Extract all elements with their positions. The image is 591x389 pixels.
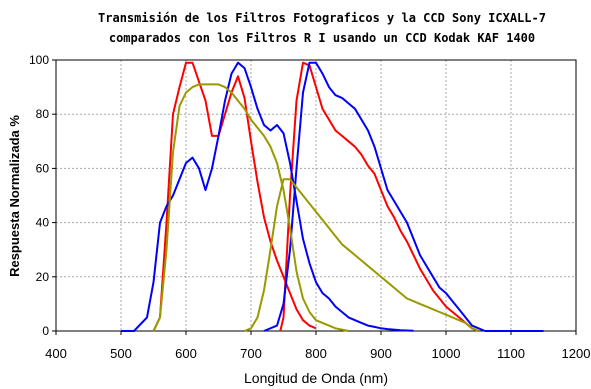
x-tick-label: 600 <box>175 346 197 361</box>
series-line-4 <box>263 61 544 332</box>
x-tick-label: 700 <box>240 346 262 361</box>
x-tick-label: 1000 <box>432 346 461 361</box>
series-line-1 <box>152 61 317 332</box>
x-tick-label: 1100 <box>497 346 525 361</box>
x-axis-ticks: 400 500 600 700 800 900 1000 1100 1200 <box>45 331 590 361</box>
chart-series-layer <box>121 61 544 332</box>
y-tick-label: 60 <box>36 161 50 175</box>
x-axis-title: Longitud de Onda (nm) <box>244 370 388 386</box>
y-axis-ticks: 0 20 40 60 80 100 <box>29 53 56 338</box>
series-line-2 <box>279 61 479 332</box>
series-line-5 <box>152 83 349 332</box>
chart-title-line-1: Transmisión de los Filtros Fotograficos … <box>98 11 546 25</box>
x-tick-label: 500 <box>110 346 132 361</box>
x-tick-label: 900 <box>370 346 392 361</box>
x-tick-label: 400 <box>45 346 67 361</box>
y-tick-label: 0 <box>42 324 49 338</box>
series-line-6 <box>244 178 479 332</box>
chart-title-line-2: comparados con los Filtros R I usando un… <box>109 31 535 45</box>
y-tick-label: 20 <box>36 270 50 284</box>
y-axis-title: Respuesta Normalizada % <box>7 115 22 277</box>
y-tick-label: 40 <box>36 216 50 230</box>
y-tick-label: 100 <box>29 53 49 67</box>
y-tick-label: 80 <box>36 107 50 121</box>
chart-grid <box>55 59 577 332</box>
series-line-3 <box>121 61 414 332</box>
x-tick-label: 1200 <box>562 346 591 361</box>
x-tick-label: 800 <box>305 346 327 361</box>
